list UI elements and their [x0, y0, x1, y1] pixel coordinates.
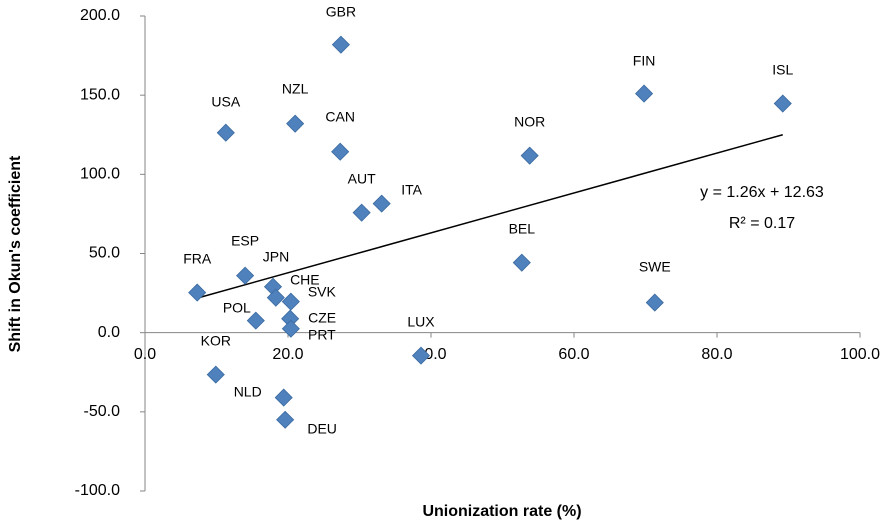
y-tick-label: 0.0 [98, 324, 120, 341]
point [512, 253, 531, 272]
point-label: POL [223, 299, 251, 315]
point-label: LUX [407, 313, 435, 329]
x-tick-label: 20.0 [272, 346, 303, 363]
x-axis-title: Unionization rate (%) [422, 503, 581, 520]
point-label: DEU [307, 420, 337, 436]
point [773, 94, 792, 113]
point-label: NZL [282, 80, 309, 96]
point-label: AUT [348, 170, 376, 186]
point-label: SWE [639, 258, 671, 274]
trendline-r2: R² = 0.17 [729, 215, 795, 232]
point-label: KOR [201, 332, 231, 348]
point [281, 292, 300, 311]
trendline [196, 133, 783, 299]
point [281, 309, 300, 328]
point [352, 203, 371, 222]
y-tick-label: -100.0 [75, 482, 120, 499]
point [236, 266, 255, 285]
point-label: CHE [290, 271, 320, 287]
point-label: NOR [514, 113, 545, 129]
point-label: PRT [308, 326, 336, 342]
point [266, 288, 285, 307]
x-tick-label: 0.0 [134, 346, 156, 363]
y-tick-label: -50.0 [84, 403, 121, 420]
x-tick-label: 100.0 [840, 346, 880, 363]
y-tick-label: 150.0 [80, 86, 120, 103]
y-tick-label: 100.0 [80, 166, 120, 183]
point [331, 35, 350, 54]
point-label: CZE [308, 309, 336, 325]
point-label: ITA [401, 181, 422, 197]
point-label: NLD [234, 383, 262, 399]
point-label: JPN [263, 248, 289, 264]
point-label: GBR [326, 3, 356, 19]
point [645, 293, 664, 312]
point-label: SVK [308, 283, 337, 299]
point [520, 146, 539, 165]
y-axis-title: Shift in Okun's coefficient [7, 155, 24, 352]
point [274, 388, 293, 407]
point [206, 365, 225, 384]
point [281, 319, 300, 338]
point [372, 194, 391, 213]
point [188, 283, 207, 302]
y-tick-label: 200.0 [80, 7, 120, 24]
x-tick-label: 80.0 [701, 346, 732, 363]
point [286, 114, 305, 133]
point-label: FRA [183, 250, 212, 266]
point-label: ESP [231, 232, 259, 248]
point [246, 311, 265, 330]
trendline-equation: y = 1.26x + 12.63 [700, 184, 824, 201]
point [331, 142, 350, 161]
point-label: USA [211, 93, 240, 109]
point-label: FIN [633, 52, 656, 68]
point [216, 123, 235, 142]
point [276, 410, 295, 429]
point-label: ISL [772, 61, 793, 77]
point-label: CAN [325, 108, 355, 124]
point-label: BEL [509, 220, 536, 236]
point [411, 346, 431, 365]
point [635, 84, 654, 103]
x-tick-label: 60.0 [558, 346, 589, 363]
y-tick-label: 50.0 [89, 245, 120, 262]
